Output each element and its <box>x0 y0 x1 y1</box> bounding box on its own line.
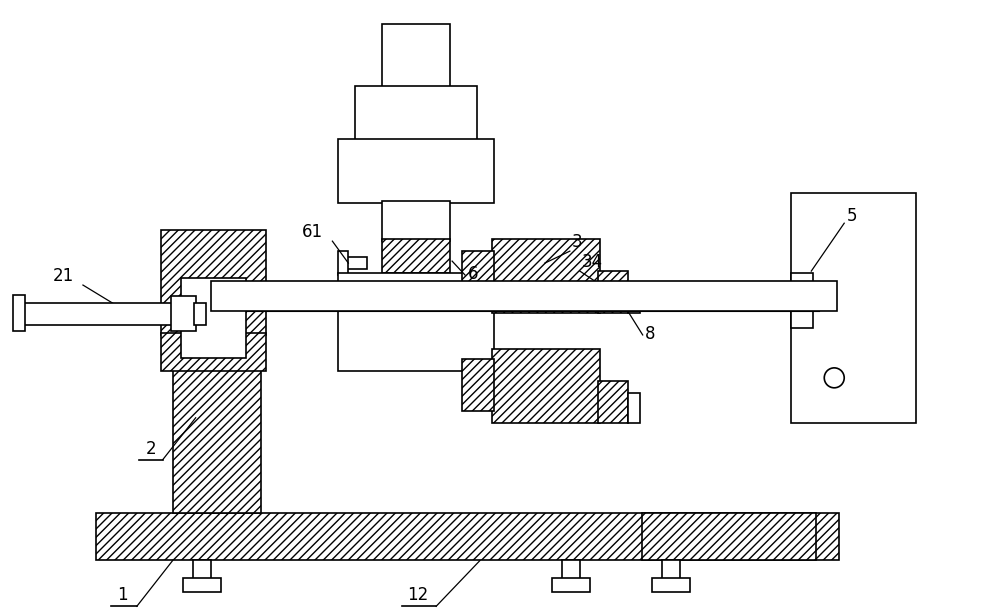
Bar <box>161 230 266 335</box>
Text: 61: 61 <box>302 223 323 241</box>
Bar <box>642 512 816 560</box>
Bar <box>338 139 494 204</box>
Bar <box>183 579 221 592</box>
Text: 12: 12 <box>408 586 429 604</box>
Bar <box>19 303 181 325</box>
Bar <box>492 349 600 423</box>
Text: 21: 21 <box>52 267 74 285</box>
Bar <box>791 193 916 423</box>
Bar <box>598 381 628 423</box>
Text: 2: 2 <box>145 440 156 458</box>
Bar <box>628 393 640 423</box>
Text: 8: 8 <box>645 325 655 343</box>
Bar <box>562 560 580 581</box>
Bar <box>355 86 477 142</box>
Bar <box>171 296 196 331</box>
Circle shape <box>824 368 844 388</box>
Bar <box>382 239 450 273</box>
Bar <box>462 251 494 303</box>
Bar <box>652 579 690 592</box>
Bar <box>382 24 450 88</box>
Bar <box>628 283 640 313</box>
Bar <box>552 579 590 592</box>
Text: 5: 5 <box>847 207 858 225</box>
Text: 6: 6 <box>468 265 479 283</box>
Bar <box>492 239 600 313</box>
Bar <box>345 257 367 269</box>
Bar <box>194 303 206 325</box>
Bar <box>462 359 494 411</box>
Bar <box>96 512 839 560</box>
Bar <box>161 333 266 371</box>
Bar <box>211 281 837 311</box>
Bar <box>193 560 211 581</box>
Text: 3: 3 <box>572 233 582 251</box>
Text: 34: 34 <box>582 253 603 271</box>
Bar <box>338 251 348 275</box>
Text: 1: 1 <box>118 586 128 604</box>
Bar <box>181 278 246 358</box>
Bar <box>13 295 25 331</box>
Bar <box>791 273 813 328</box>
Bar <box>382 201 450 241</box>
Bar <box>173 335 261 512</box>
Bar <box>338 273 494 371</box>
Bar <box>662 560 680 581</box>
Bar <box>598 271 628 313</box>
